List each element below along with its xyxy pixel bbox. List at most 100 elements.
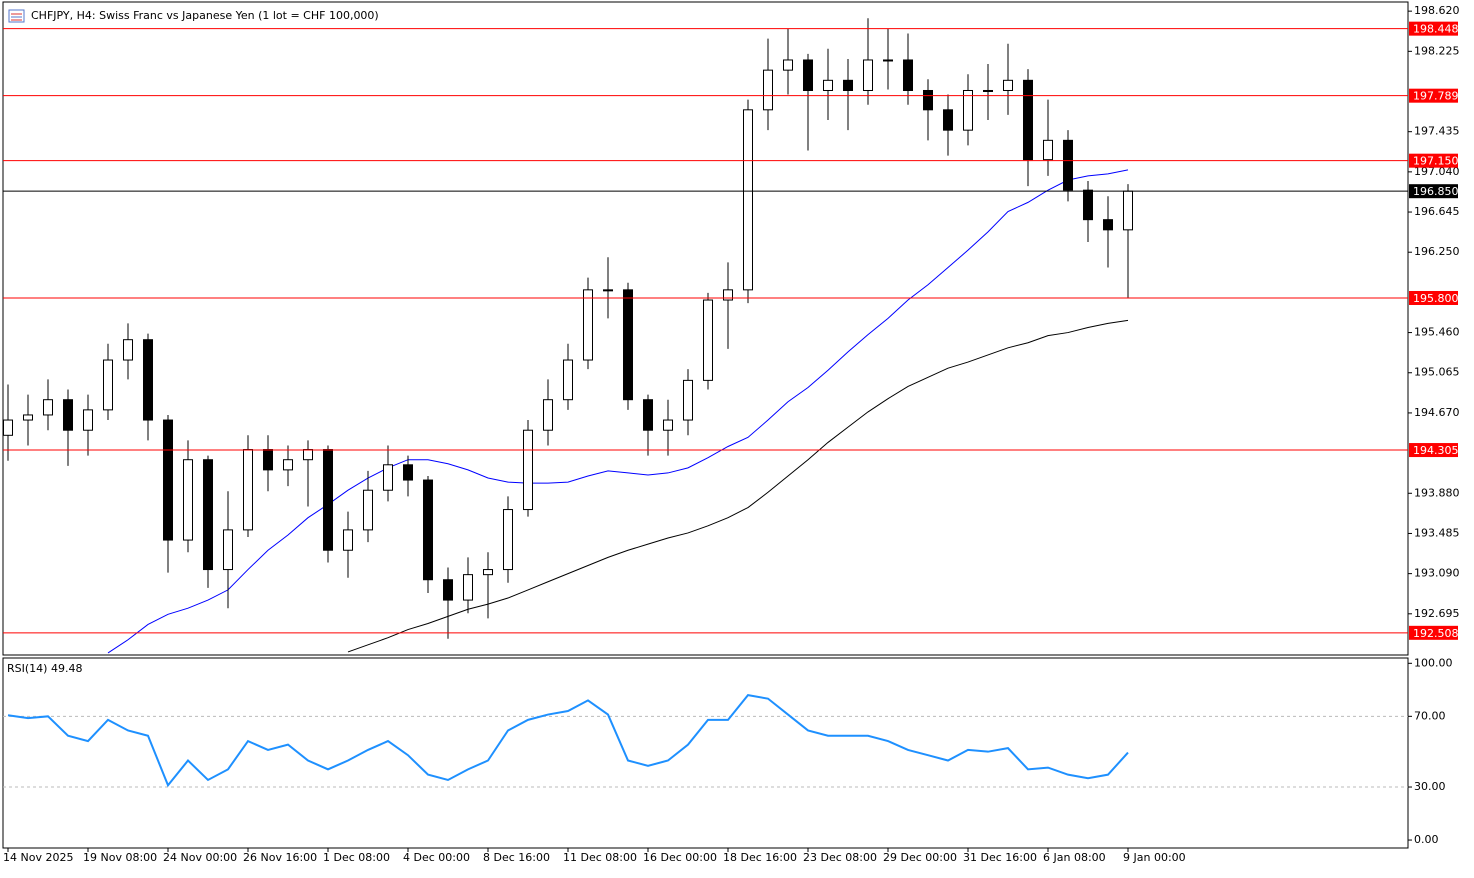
level-line-label: 198.448 (1413, 23, 1459, 36)
plot-area (3, 18, 1408, 654)
candle-body (323, 449, 333, 551)
current-price-label-box (1409, 184, 1458, 199)
candle-body (463, 574, 473, 601)
candle-body (863, 59, 873, 91)
candle-body (583, 289, 593, 361)
y-tick-label: 193.090 (1414, 567, 1460, 580)
level-line-label: 195.800 (1413, 292, 1459, 305)
candle-body (883, 59, 893, 62)
y-tick-label: 196.250 (1414, 245, 1460, 258)
x-tick-label: 4 Dec 00:00 (403, 851, 470, 864)
candle-body (1043, 139, 1053, 161)
x-tick-label: 19 Nov 08:00 (83, 851, 157, 864)
candle-body (823, 79, 833, 91)
y-tick-label: 198.225 (1414, 44, 1460, 57)
moving-average (347, 319, 1129, 653)
candle-body (23, 414, 33, 421)
candle-body (543, 399, 553, 431)
candle-body (383, 464, 393, 491)
main-panel (2, 1, 1409, 656)
plot-area (3, 694, 1408, 788)
candle-body (303, 449, 313, 461)
x-tick-label: 29 Dec 00:00 (883, 851, 957, 864)
candle-body (603, 289, 613, 292)
x-tick-label: 1 Dec 08:00 (323, 851, 390, 864)
candle-body (483, 569, 493, 576)
candle-body (803, 59, 813, 91)
candle-body (623, 289, 633, 401)
y-tick-label: 193.485 (1414, 526, 1460, 539)
x-tick-label: 16 Dec 00:00 (643, 851, 717, 864)
rsi-title: RSI(14) 49.48 (7, 662, 82, 675)
candle-body (903, 59, 913, 91)
current-price-label: 196.850 (1413, 185, 1459, 198)
level-line-label-box (1409, 88, 1458, 103)
y-tick-label: 30.00 (1414, 780, 1446, 793)
candle-body (683, 379, 693, 421)
level-line-label-box (1409, 21, 1458, 36)
candle-body (503, 509, 513, 571)
candle-body (203, 459, 213, 571)
candle-body (1123, 190, 1133, 231)
x-tick-label: 14 Nov 2025 (3, 851, 73, 864)
candle-body (1063, 139, 1073, 191)
y-tick-label: 195.065 (1414, 366, 1460, 379)
candle-body (243, 449, 253, 531)
candle-body (123, 339, 133, 361)
rsi-line (7, 694, 1129, 788)
candle-body (1083, 189, 1093, 221)
x-tick-label: 18 Dec 16:00 (723, 851, 797, 864)
level-line-label: 194.305 (1413, 444, 1459, 457)
candle-body (723, 289, 733, 301)
candle-body (83, 409, 93, 431)
level-line-label: 197.150 (1413, 155, 1459, 168)
x-tick-label: 9 Jan 00:00 (1123, 851, 1186, 864)
y-tick-label: 194.670 (1414, 406, 1460, 419)
candle-body (1003, 79, 1013, 91)
y-tick-label: 195.460 (1414, 326, 1460, 339)
candle-body (183, 459, 193, 541)
y-tick-label: 193.880 (1414, 486, 1460, 499)
candle-body (843, 79, 853, 91)
candle-body (343, 529, 353, 551)
candle-body (563, 359, 573, 401)
candle-body (943, 109, 953, 131)
symbol-icon (8, 9, 25, 23)
candle-body (223, 529, 233, 571)
x-tick-label: 23 Dec 08:00 (803, 851, 877, 864)
candle-body (523, 429, 533, 511)
x-tick-label: 26 Nov 16:00 (243, 851, 317, 864)
candle-body (63, 399, 73, 431)
candle-body (923, 89, 933, 111)
y-tick-label: 197.435 (1414, 125, 1460, 138)
candle-body (263, 449, 273, 471)
x-tick-label: 8 Dec 16:00 (483, 851, 550, 864)
y-tick-label: 197.040 (1414, 165, 1460, 178)
candle-body (163, 419, 173, 541)
candle-body (103, 359, 113, 411)
chart-title: CHFJPY, H4: Swiss Franc vs Japanese Yen … (31, 9, 379, 22)
y-tick-label: 198.620 (1414, 4, 1460, 17)
candle-body (143, 339, 153, 421)
rsi-panel (2, 657, 1409, 849)
candle-body (3, 419, 13, 436)
candle-body (283, 459, 293, 471)
candle-body (783, 59, 793, 71)
candle-body (643, 399, 653, 431)
candle-body (963, 89, 973, 131)
level-line-label-box (1409, 443, 1458, 458)
level-line-label: 197.789 (1413, 90, 1459, 103)
candle-body (763, 69, 773, 111)
y-tick-label: 0.00 (1414, 833, 1439, 846)
candle-body (43, 399, 53, 416)
candle-body (983, 89, 993, 92)
y-tick-label: 70.00 (1414, 709, 1446, 722)
x-tick-label: 6 Jan 08:00 (1043, 851, 1106, 864)
candle-body (403, 464, 413, 481)
y-tick-label: 100.00 (1414, 656, 1453, 669)
candle-body (363, 489, 373, 531)
moving-average (107, 169, 1129, 654)
level-line-label-box (1409, 290, 1458, 305)
x-tick-label: 31 Dec 16:00 (963, 851, 1037, 864)
